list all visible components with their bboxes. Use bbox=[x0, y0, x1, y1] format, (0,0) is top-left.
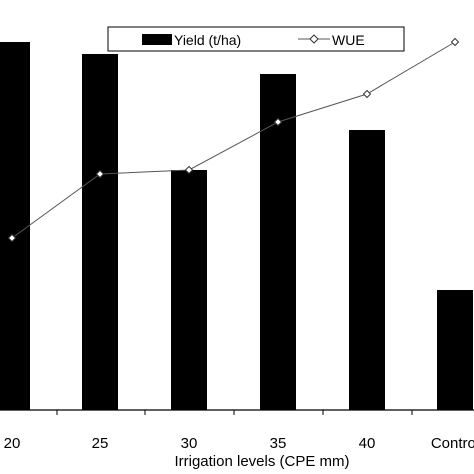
x-ticks: 20 25 30 35 40 Control bbox=[4, 410, 474, 452]
x-tick-label-40: 40 bbox=[359, 435, 376, 452]
line-series-wue bbox=[7, 37, 460, 243]
bar-25 bbox=[82, 54, 118, 410]
legend: Yield (t/ha) WUE bbox=[107, 26, 405, 52]
bar-20 bbox=[0, 42, 30, 410]
wue-point-35 bbox=[273, 117, 283, 127]
bar-control bbox=[437, 290, 473, 410]
wue-line bbox=[11, 41, 456, 239]
x-tick-label-35: 35 bbox=[270, 435, 287, 452]
bar-series-yield bbox=[0, 42, 473, 410]
bar-30 bbox=[171, 170, 207, 410]
legend-swatch-yield bbox=[142, 34, 172, 45]
x-tick-label-25: 25 bbox=[92, 435, 109, 452]
wue-point-20 bbox=[7, 233, 17, 243]
bar-35 bbox=[260, 74, 296, 410]
legend-marker-wue bbox=[309, 34, 319, 44]
x-tick-label-control: Control bbox=[431, 435, 474, 452]
wue-point-30 bbox=[184, 165, 194, 175]
bar-40 bbox=[349, 130, 385, 410]
wue-point-25 bbox=[95, 169, 105, 179]
wue-point-40 bbox=[362, 89, 372, 99]
x-tick-label-20: 20 bbox=[4, 435, 21, 452]
wue-point-control bbox=[450, 37, 460, 47]
legend-label-yield: Yield (t/ha) bbox=[174, 32, 241, 48]
legend-label-wue: WUE bbox=[332, 32, 365, 48]
x-tick-label-30: 30 bbox=[181, 435, 198, 452]
x-axis-label: Irrigation levels (CPE mm) bbox=[174, 453, 349, 470]
